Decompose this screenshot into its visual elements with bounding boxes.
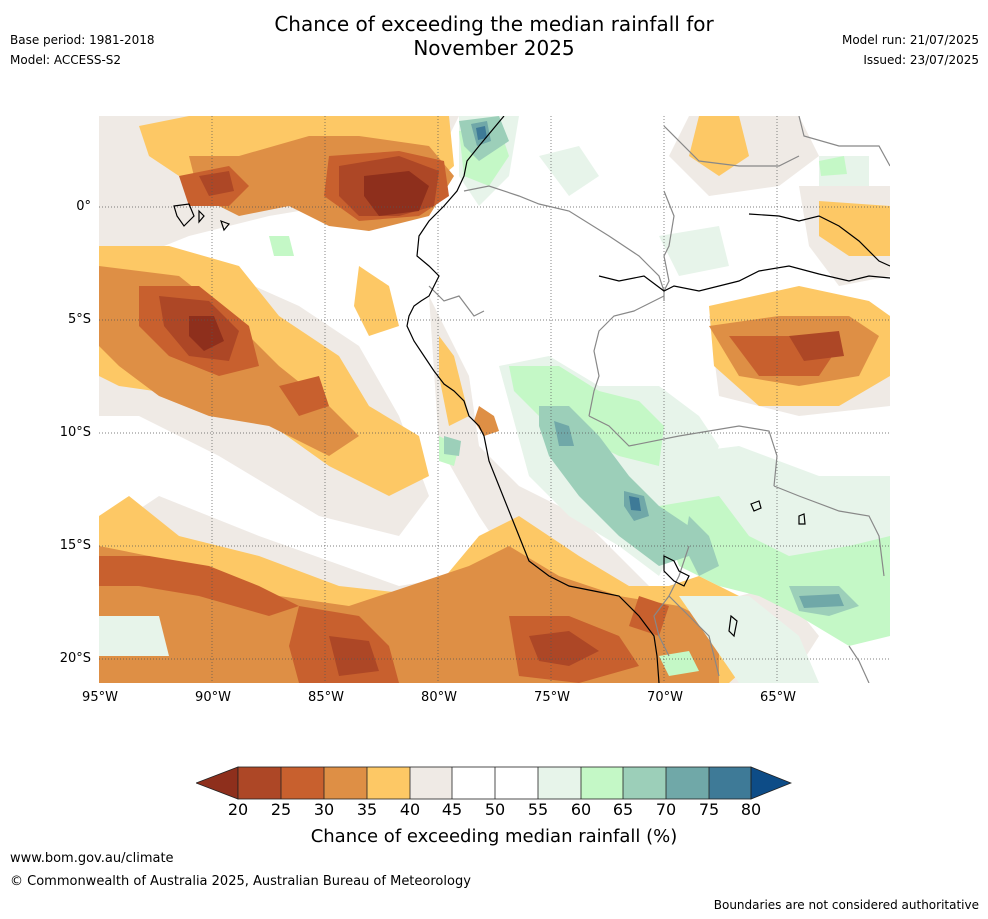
colorbar-bin-30-35 xyxy=(324,767,367,799)
lon-tick-95w: 95°W xyxy=(82,690,118,705)
model-info: Base period: 1981-2018 Model: ACCESS-S2 xyxy=(10,30,155,70)
colorbar-dividers xyxy=(237,766,752,800)
lat-tick-10s: 10°S xyxy=(59,425,91,440)
colorbar-bin-75-80 xyxy=(709,767,751,799)
probability-map xyxy=(99,116,890,683)
colorbar-tick-55: 55 xyxy=(527,800,549,819)
colorbar-tick-45: 45 xyxy=(441,800,463,819)
shade-80 xyxy=(476,126,641,511)
lon-tick-85w: 85°W xyxy=(308,690,344,705)
copyright-text: © Commonwealth of Australia 2025, Austra… xyxy=(10,874,471,889)
lat-tick-15s: 15°S xyxy=(59,538,91,553)
lat-tick-0: 0° xyxy=(76,199,91,214)
colorbar-bin-50-55 xyxy=(495,767,538,799)
colorbar xyxy=(194,766,793,800)
colorbar-tick-80: 80 xyxy=(740,800,762,819)
colorbar-label: Chance of exceeding median rainfall (%) xyxy=(310,826,678,847)
colorbar-tick-75: 75 xyxy=(698,800,720,819)
colorbar-low-arrow xyxy=(194,766,239,800)
colorbar-high-arrow xyxy=(750,766,793,800)
colorbar-tick-60: 60 xyxy=(570,800,592,819)
model-name-text: Model: ACCESS-S2 xyxy=(10,53,122,67)
lon-tick-70w: 70°W xyxy=(647,690,683,705)
lon-tick-75w: 75°W xyxy=(534,690,570,705)
title-line-1: Chance of exceeding the median rainfall … xyxy=(274,12,714,36)
country-borders xyxy=(428,116,890,683)
website-link[interactable]: www.bom.gov.au/climate xyxy=(10,851,174,866)
colorbar-bin-60-65 xyxy=(581,767,623,799)
colorbar-bin-35-40 xyxy=(367,767,410,799)
base-period-text: Base period: 1981-2018 xyxy=(10,33,155,47)
lat-tick-5s: 5°S xyxy=(67,312,91,327)
colorbar-tick-25: 25 xyxy=(270,800,292,819)
title-line-2: November 2025 xyxy=(413,36,575,60)
colorbar-tick-20: 20 xyxy=(227,800,249,819)
lon-tick-80w: 80°W xyxy=(421,690,457,705)
lon-tick-90w: 90°W xyxy=(195,690,231,705)
colorbar-bin-70-75 xyxy=(666,767,709,799)
map-canvas xyxy=(99,116,890,683)
colorbar-bin-45-50 xyxy=(452,767,495,799)
run-info: Model run: 21/07/2025 Issued: 23/07/2025 xyxy=(842,30,979,70)
colorbar-tick-35: 35 xyxy=(356,800,378,819)
colorbar-tick-50: 50 xyxy=(484,800,506,819)
colorbar-tick-70: 70 xyxy=(655,800,677,819)
issued-text: Issued: 23/07/2025 xyxy=(863,53,979,67)
colorbar-tick-65: 65 xyxy=(612,800,634,819)
boundaries-disclaimer: Boundaries are not considered authoritat… xyxy=(713,898,979,912)
colorbar-bin-25-30 xyxy=(281,767,324,799)
colorbar-bin-65-70 xyxy=(623,767,666,799)
coastline xyxy=(173,116,890,683)
colorbar-bin-40-45 xyxy=(410,767,452,799)
colorbar-bin-55-60 xyxy=(538,767,581,799)
colorbar-tick-40: 40 xyxy=(399,800,421,819)
colorbar-bin-20-25 xyxy=(238,767,281,799)
colorbar-tick-30: 30 xyxy=(313,800,335,819)
lat-tick-20s: 20°S xyxy=(59,651,91,666)
model-run-text: Model run: 21/07/2025 xyxy=(841,33,979,47)
colorbar-graphic xyxy=(194,766,793,800)
map-title: Chance of exceeding the median rainfall … xyxy=(0,12,988,60)
lon-tick-65w: 65°W xyxy=(760,690,796,705)
shade-20 xyxy=(189,171,429,351)
